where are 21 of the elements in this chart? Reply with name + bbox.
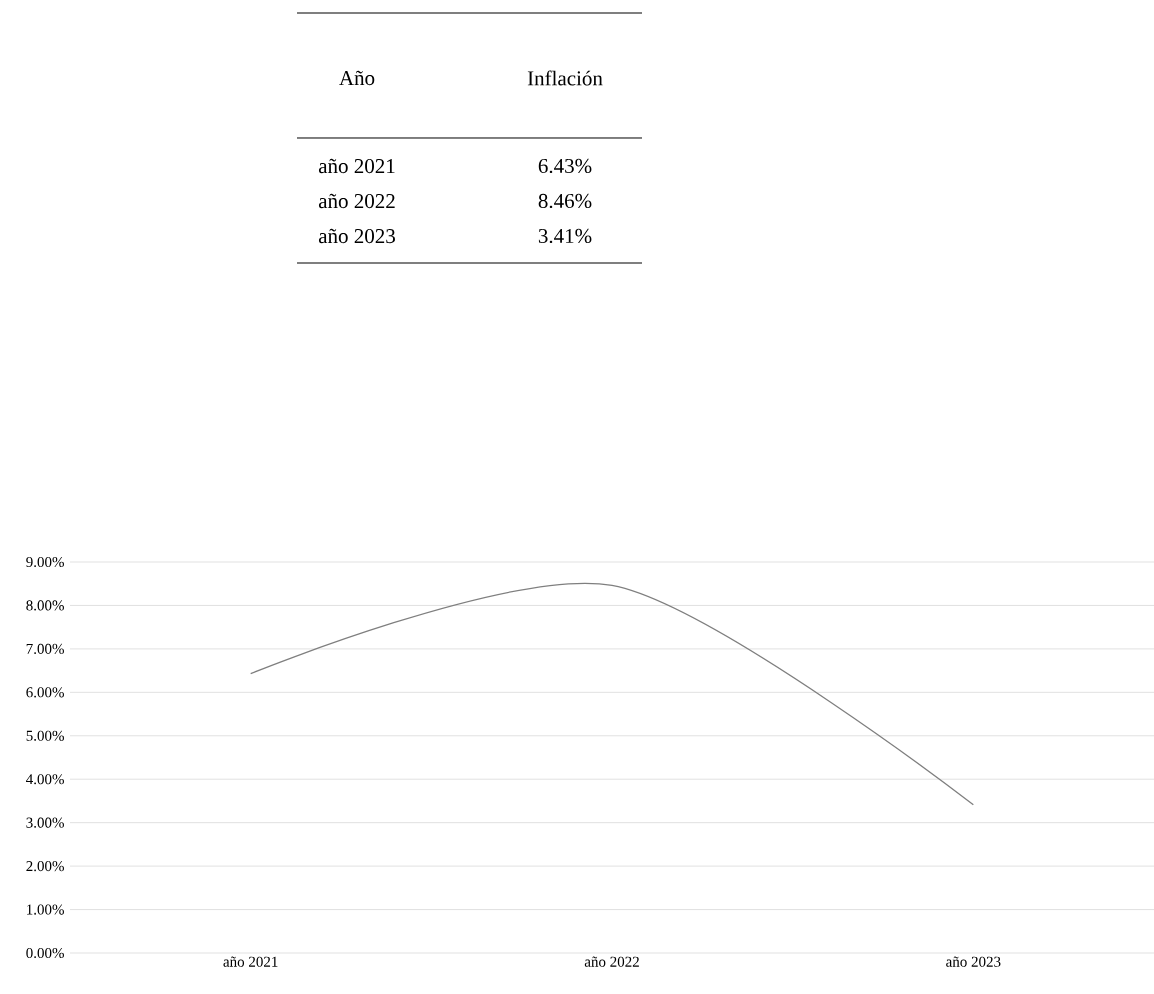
y-tick-label: 6.00% bbox=[26, 687, 64, 698]
text: 6.43% bbox=[538, 158, 592, 174]
y-tick-label: 7.00% bbox=[26, 643, 64, 654]
category-label: año 2021 bbox=[318, 158, 395, 174]
x-tick-label: año 2021 bbox=[223, 956, 278, 967]
y-tick-label: 1.00% bbox=[27, 904, 64, 915]
category-label: año 2022 bbox=[318, 193, 395, 209]
text: Inflación bbox=[527, 70, 603, 86]
y-tick-label: 9.00% bbox=[26, 556, 64, 568]
y-tick-label: 8.00% bbox=[26, 600, 64, 611]
y-tick-label: 2.00% bbox=[26, 861, 64, 872]
text: 3.41% bbox=[538, 228, 592, 244]
y-tick-label: 5.00% bbox=[26, 730, 64, 741]
category-label: año 2023 bbox=[318, 228, 395, 244]
x-tick-label: año 2023 bbox=[946, 956, 1001, 967]
text: 8.46% bbox=[538, 193, 592, 209]
x-tick-label: año 2022 bbox=[584, 956, 639, 967]
y-tick-label: 4.00% bbox=[26, 774, 64, 785]
y-tick-label: 0.00% bbox=[26, 947, 64, 959]
text: Año bbox=[339, 70, 375, 86]
y-tick-label: 3.00% bbox=[26, 817, 64, 828]
